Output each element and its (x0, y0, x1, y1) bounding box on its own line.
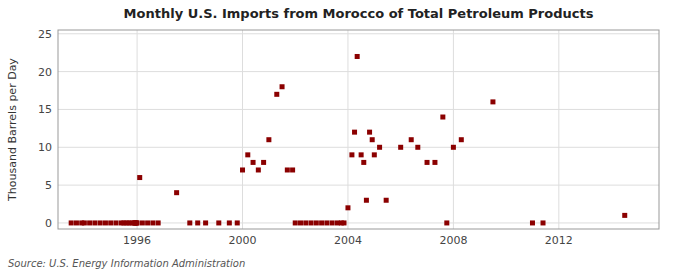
tick-label: 2004 (334, 234, 362, 247)
point (203, 220, 208, 225)
point (330, 220, 335, 225)
point (251, 160, 256, 165)
point (280, 84, 285, 89)
point (216, 220, 221, 225)
point (245, 152, 250, 157)
point (145, 220, 150, 225)
grid-line (558, 30, 559, 229)
points (69, 54, 628, 225)
point (342, 220, 347, 225)
point (156, 220, 161, 225)
point (425, 160, 430, 165)
plot-area (58, 30, 659, 229)
grid-line (58, 185, 659, 186)
grid-line (58, 109, 659, 110)
point (135, 220, 140, 225)
point (359, 152, 364, 157)
point (240, 167, 245, 172)
point (285, 167, 290, 172)
point (361, 160, 366, 165)
point (415, 145, 420, 150)
point (82, 220, 87, 225)
y-axis-label: Thousand Barrels per Day (6, 58, 19, 202)
plot-frame (58, 30, 659, 229)
point (137, 175, 142, 180)
point (377, 145, 382, 150)
point (92, 220, 97, 225)
point (367, 130, 372, 135)
point (69, 220, 74, 225)
point (290, 167, 295, 172)
point (274, 92, 279, 97)
tick-label: 2008 (439, 234, 467, 247)
point (293, 220, 298, 225)
point (256, 167, 261, 172)
tick-label: 15 (38, 103, 52, 116)
point (372, 152, 377, 157)
point (235, 220, 240, 225)
point (345, 205, 350, 210)
tick-label: 1996 (123, 234, 151, 247)
point (108, 220, 113, 225)
point (398, 145, 403, 150)
point (134, 220, 139, 225)
point (187, 220, 192, 225)
point (74, 220, 79, 225)
point (150, 220, 155, 225)
tick-label: 10 (38, 141, 52, 154)
point (355, 54, 360, 59)
point (103, 220, 108, 225)
grid-line (137, 30, 138, 229)
grid-line (242, 30, 243, 229)
grid-line (58, 71, 659, 72)
title: Monthly U.S. Imports from Morocco of Tot… (124, 6, 594, 21)
point (227, 220, 232, 225)
point (261, 160, 266, 165)
point (319, 220, 324, 225)
point (384, 198, 389, 203)
grid-line (347, 30, 348, 229)
point (440, 115, 445, 120)
point (530, 220, 535, 225)
point (370, 137, 375, 142)
grid-line (58, 147, 659, 148)
point (459, 137, 464, 142)
tick-label: 2000 (229, 234, 257, 247)
grid-line (58, 33, 659, 34)
point (87, 220, 92, 225)
annotation: Source: U.S. Energy Information Administ… (8, 258, 245, 269)
point (195, 220, 200, 225)
point (622, 213, 627, 218)
point (266, 137, 271, 142)
point (298, 220, 303, 225)
point (490, 99, 495, 104)
tick-label: 5 (45, 179, 52, 192)
point (324, 220, 329, 225)
point (174, 190, 179, 195)
point (113, 220, 118, 225)
grid-line (453, 30, 454, 229)
point (432, 160, 437, 165)
point (98, 220, 103, 225)
point (409, 137, 414, 142)
tick-label: 25 (38, 28, 52, 41)
chart: 0 5 10 15 20 25 1996 2000 2004 2008 2012 Monthly U.… (0, 0, 675, 275)
tick-label: 2012 (545, 234, 573, 247)
point (349, 152, 354, 157)
tick-label: 20 (38, 66, 52, 79)
point (364, 198, 369, 203)
point (314, 220, 319, 225)
point (451, 145, 456, 150)
point (352, 130, 357, 135)
tick-label: 0 (45, 217, 52, 230)
point (140, 220, 145, 225)
point (303, 220, 308, 225)
point (309, 220, 314, 225)
point (444, 220, 449, 225)
point (541, 220, 546, 225)
